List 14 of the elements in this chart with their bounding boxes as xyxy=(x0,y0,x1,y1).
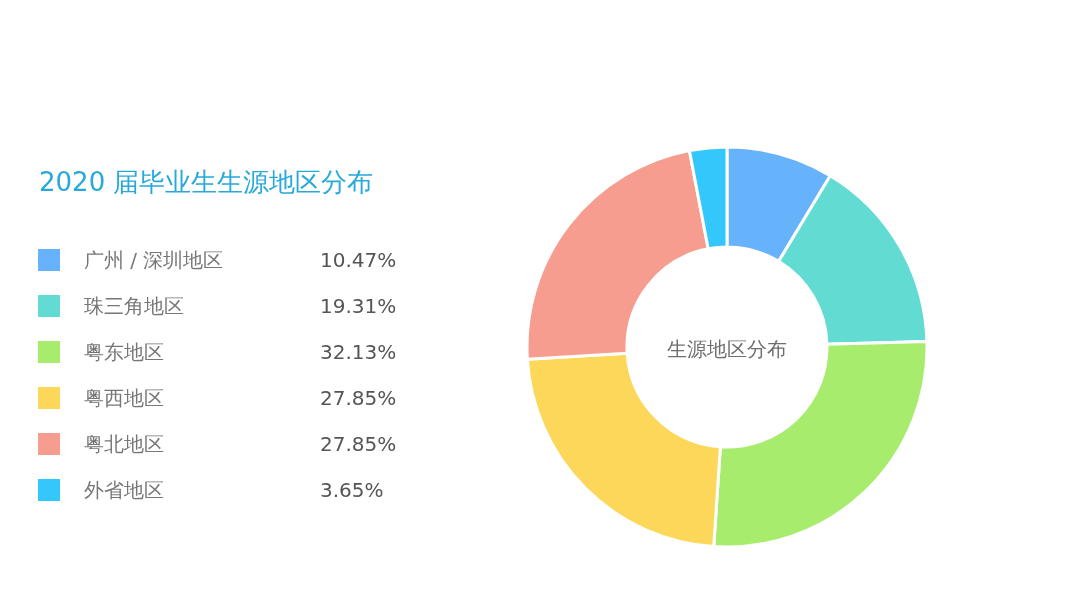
data-label: 10.47% xyxy=(320,248,397,272)
data-label: 3.65% xyxy=(320,478,384,502)
legend-label: 粤北地区 xyxy=(84,432,164,456)
legend-label: 广州 / 深圳地区 xyxy=(84,248,224,272)
legend-label: 粤东地区 xyxy=(84,340,164,364)
data-label: 19.31% xyxy=(320,294,397,318)
data-label: 27.85% xyxy=(320,386,397,410)
legend-label: 外省地区 xyxy=(84,478,164,502)
data-label: 27.85% xyxy=(320,432,397,456)
text: 生源地区分布 xyxy=(667,337,787,361)
text: 2020 届毕业生生源地区分布 xyxy=(39,167,374,197)
legend-label: 粤西地区 xyxy=(84,386,164,410)
data-label: 32.13% xyxy=(320,340,397,364)
legend-label: 珠三角地区 xyxy=(84,294,184,318)
